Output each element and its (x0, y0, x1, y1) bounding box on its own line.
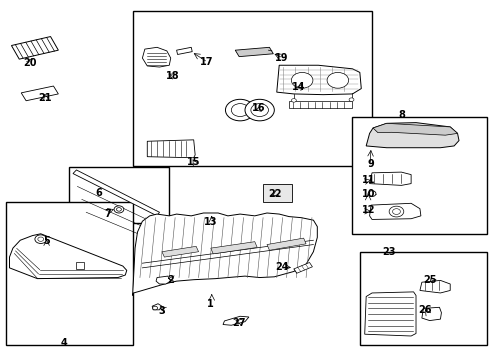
Polygon shape (211, 242, 257, 254)
Polygon shape (147, 140, 195, 158)
Polygon shape (294, 262, 313, 273)
Text: 25: 25 (423, 275, 437, 285)
Circle shape (251, 104, 269, 117)
Polygon shape (21, 86, 58, 101)
Polygon shape (152, 304, 162, 310)
Circle shape (38, 237, 44, 241)
Bar (69, 167, 169, 223)
Text: 20: 20 (23, 58, 37, 68)
Polygon shape (11, 37, 58, 59)
Polygon shape (235, 47, 273, 57)
Circle shape (117, 208, 122, 211)
Text: 4: 4 (61, 338, 68, 348)
Text: 6: 6 (95, 188, 102, 198)
Text: 21: 21 (38, 93, 51, 103)
Text: 22: 22 (269, 189, 282, 199)
Circle shape (392, 209, 400, 215)
Text: 17: 17 (200, 57, 214, 67)
Polygon shape (289, 101, 352, 108)
Polygon shape (422, 307, 441, 320)
Text: 9: 9 (368, 159, 374, 169)
Polygon shape (420, 280, 450, 293)
Polygon shape (143, 47, 171, 67)
Text: 27: 27 (232, 318, 246, 328)
Polygon shape (223, 316, 249, 325)
Text: 19: 19 (275, 53, 289, 63)
Polygon shape (73, 170, 159, 216)
Circle shape (349, 98, 354, 102)
Text: 24: 24 (275, 262, 289, 272)
Circle shape (389, 206, 404, 217)
Bar (263, 184, 293, 202)
Bar (360, 252, 487, 345)
Text: 1: 1 (207, 299, 214, 309)
Polygon shape (9, 234, 127, 279)
Text: 10: 10 (362, 189, 375, 199)
Text: 7: 7 (105, 209, 112, 219)
Circle shape (245, 99, 274, 121)
Circle shape (225, 99, 255, 121)
Bar (352, 117, 487, 234)
Polygon shape (366, 123, 459, 148)
Text: 3: 3 (159, 306, 165, 316)
Circle shape (35, 235, 47, 243)
Text: 13: 13 (204, 217, 218, 227)
Polygon shape (162, 246, 198, 257)
Text: 18: 18 (166, 71, 179, 81)
Polygon shape (369, 172, 411, 185)
Text: 23: 23 (382, 247, 396, 257)
Polygon shape (369, 203, 421, 220)
Circle shape (368, 191, 376, 197)
Polygon shape (365, 292, 416, 336)
Text: 15: 15 (187, 157, 200, 167)
Text: 12: 12 (362, 206, 375, 216)
Text: 16: 16 (252, 103, 266, 113)
Bar (76, 262, 84, 269)
Polygon shape (176, 47, 192, 54)
Circle shape (292, 72, 313, 88)
Text: 2: 2 (168, 275, 174, 285)
Polygon shape (156, 276, 171, 284)
Text: 26: 26 (418, 305, 432, 315)
Bar (133, 12, 372, 166)
Circle shape (153, 306, 158, 310)
Polygon shape (133, 213, 318, 296)
Text: 14: 14 (292, 82, 305, 92)
Bar (5, 202, 133, 345)
Circle shape (327, 72, 348, 88)
Polygon shape (267, 238, 306, 250)
Circle shape (231, 104, 249, 117)
Text: 8: 8 (398, 111, 405, 121)
Circle shape (114, 206, 124, 213)
Text: 5: 5 (44, 236, 50, 246)
Text: 11: 11 (362, 175, 375, 185)
Polygon shape (373, 123, 458, 135)
Circle shape (292, 99, 296, 102)
Polygon shape (277, 65, 361, 95)
